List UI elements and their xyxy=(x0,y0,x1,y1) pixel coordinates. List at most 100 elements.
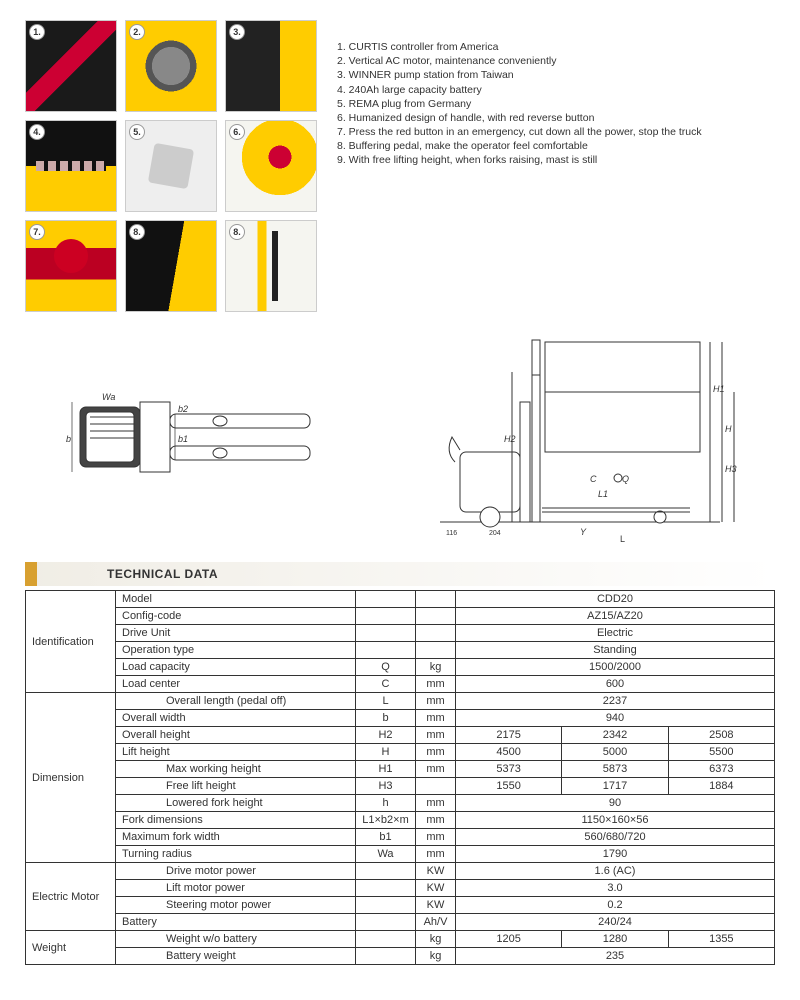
photo-6: 6. xyxy=(225,120,317,212)
table-row: Drive UnitElectric xyxy=(26,625,775,642)
table-row: Max working heightH1mm537358736373 xyxy=(26,761,775,778)
param-cell: Steering motor power xyxy=(116,897,356,914)
feature-item: 3. WINNER pump station from Taiwan xyxy=(337,68,702,82)
symbol-cell: H xyxy=(356,744,416,761)
param-cell: Lift motor power xyxy=(116,880,356,897)
symbol-cell xyxy=(356,948,416,965)
unit-cell: Ah/V xyxy=(416,914,456,931)
table-row: Load capacityQkg1500/2000 xyxy=(26,659,775,676)
param-cell: Weight w/o battery xyxy=(116,931,356,948)
table-row: Operation type Standing xyxy=(26,642,775,659)
svg-text:Wa: Wa xyxy=(102,392,115,402)
feature-item: 2. Vertical AC motor, maintenance conven… xyxy=(337,54,702,68)
table-row: Electric MotorDrive motor powerKW1.6 (AC… xyxy=(26,863,775,880)
unit-cell: mm xyxy=(416,812,456,829)
unit-cell xyxy=(416,591,456,608)
unit-cell: mm xyxy=(416,829,456,846)
unit-cell xyxy=(416,642,456,659)
top-view-diagram: Wa b b1 b2 xyxy=(60,362,340,512)
photo-7: 7. xyxy=(25,220,117,312)
value-cell: 5500 xyxy=(668,744,774,761)
param-cell: Maximum fork width xyxy=(116,829,356,846)
svg-text:H: H xyxy=(725,424,732,434)
table-row: Load centerCmm600 xyxy=(26,676,775,693)
param-cell: Drive motor power xyxy=(116,863,356,880)
group-label: Identification xyxy=(26,591,116,693)
table-row: Lift motor powerKW3.0 xyxy=(26,880,775,897)
param-cell: Model xyxy=(116,591,356,608)
value-cell: 600 xyxy=(456,676,775,693)
value-cell: Electric xyxy=(456,625,775,642)
photo-3: 3. xyxy=(225,20,317,112)
table-row: Overall widthbmm940 xyxy=(26,710,775,727)
feature-item: 9. With free lifting height, when forks … xyxy=(337,153,702,167)
svg-text:b1: b1 xyxy=(178,434,188,444)
param-cell: Operation type xyxy=(116,642,356,659)
value-cell: 2342 xyxy=(562,727,668,744)
value-cell: 1884 xyxy=(668,778,774,795)
group-label: Weight xyxy=(26,931,116,965)
unit-cell: mm xyxy=(416,846,456,863)
value-cell: 1.6 (AC) xyxy=(456,863,775,880)
unit-cell: KW xyxy=(416,897,456,914)
value-cell: 235 xyxy=(456,948,775,965)
feature-item: 1. CURTIS controller from America xyxy=(337,40,702,54)
svg-text:L: L xyxy=(620,534,625,542)
value-cell: 1550 xyxy=(456,778,562,795)
unit-cell xyxy=(416,778,456,795)
value-cell: 4500 xyxy=(456,744,562,761)
value-cell: 560/680/720 xyxy=(456,829,775,846)
feature-photo-grid: 1. 2. 3. 4. 5. 6. 7. 8. 8. xyxy=(25,20,317,312)
param-cell: Fork dimensions xyxy=(116,812,356,829)
symbol-cell xyxy=(356,642,416,659)
value-cell: 5373 xyxy=(456,761,562,778)
value-cell: 3.0 xyxy=(456,880,775,897)
svg-text:116: 116 xyxy=(446,530,457,537)
photo-badge: 5. xyxy=(129,124,145,140)
param-cell: Battery xyxy=(116,914,356,931)
symbol-cell: b xyxy=(356,710,416,727)
symbol-cell xyxy=(356,625,416,642)
photo-badge: 6. xyxy=(229,124,245,140)
photo-4: 4. xyxy=(25,120,117,212)
spec-table: IdentificationModelCDD20Config-codeAZ15/… xyxy=(25,590,775,965)
feature-list: 1. CURTIS controller from America2. Vert… xyxy=(337,20,702,312)
value-cell: Standing xyxy=(456,642,775,659)
photo-badge: 3. xyxy=(229,24,245,40)
photo-2: 2. xyxy=(125,20,217,112)
symbol-cell: C xyxy=(356,676,416,693)
value-cell: 940 xyxy=(456,710,775,727)
accent-bar xyxy=(25,562,37,586)
unit-cell: mm xyxy=(416,795,456,812)
param-cell: Overall height xyxy=(116,727,356,744)
photo-badge: 8. xyxy=(129,224,145,240)
symbol-cell xyxy=(356,931,416,948)
symbol-cell: L1×b2×m xyxy=(356,812,416,829)
table-row: BatteryAh/V240/24 xyxy=(26,914,775,931)
symbol-cell xyxy=(356,897,416,914)
value-cell: 1500/2000 xyxy=(456,659,775,676)
value-cell: 6373 xyxy=(668,761,774,778)
param-cell: Load center xyxy=(116,676,356,693)
symbol-cell: H3 xyxy=(356,778,416,795)
photo-badge: 8. xyxy=(229,224,245,240)
svg-text:b: b xyxy=(66,434,71,444)
feature-item: 8. Buffering pedal, make the operator fe… xyxy=(337,139,702,153)
photo-8: 8. xyxy=(125,220,217,312)
unit-cell: kg xyxy=(416,931,456,948)
symbol-cell: b1 xyxy=(356,829,416,846)
unit-cell: kg xyxy=(416,948,456,965)
photo-badge: 7. xyxy=(29,224,45,240)
photo-1: 1. xyxy=(25,20,117,112)
value-cell: 1355 xyxy=(668,931,774,948)
unit-cell: mm xyxy=(416,744,456,761)
symbol-cell: H1 xyxy=(356,761,416,778)
unit-cell: mm xyxy=(416,710,456,727)
table-row: Overall heightH2mm217523422508 xyxy=(26,727,775,744)
table-row: Maximum fork widthb1mm560/680/720 xyxy=(26,829,775,846)
svg-text:204: 204 xyxy=(489,530,501,537)
table-row: DimensionOverall length (pedal off)Lmm22… xyxy=(26,693,775,710)
value-cell: 2175 xyxy=(456,727,562,744)
unit-cell: mm xyxy=(416,693,456,710)
table-row: Battery weightkg235 xyxy=(26,948,775,965)
